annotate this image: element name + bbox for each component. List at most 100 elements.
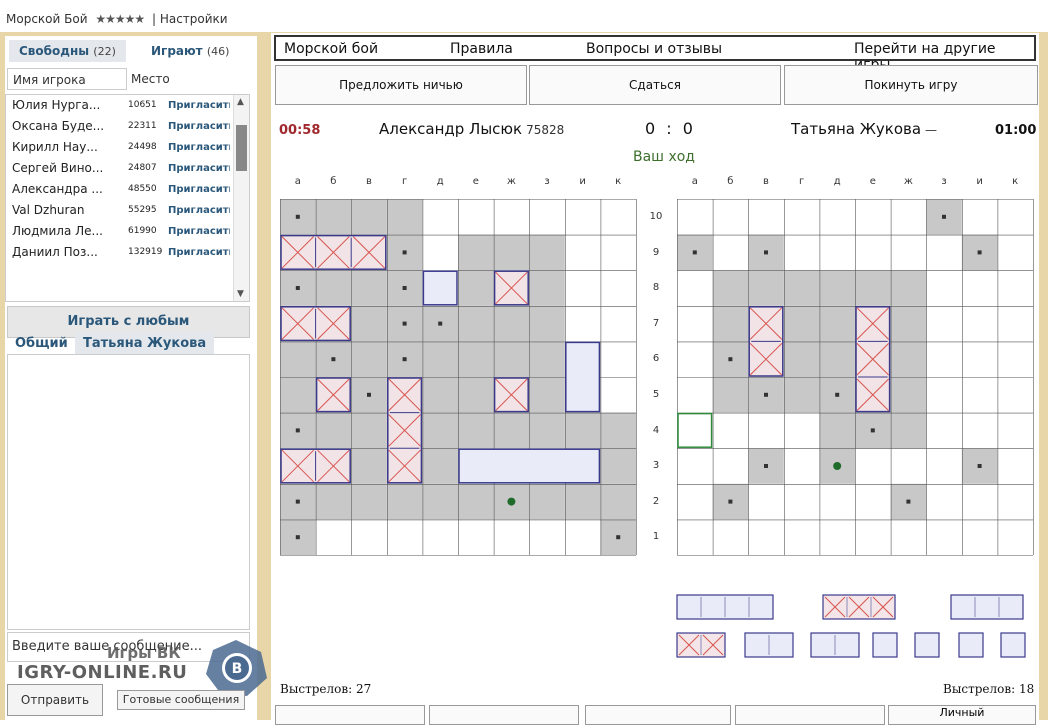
offer-draw-button[interactable]: Предложить ничью [275, 65, 527, 105]
player-name[interactable]: Сергей Вино... [12, 161, 104, 175]
player-tabs: Свободны (22) Играют (46) [5, 36, 257, 64]
bottom-button-3[interactable] [585, 705, 731, 725]
timer-right: 01:00 [995, 123, 1037, 138]
my-shot-cell [351, 305, 387, 342]
bottom-button-2[interactable] [429, 705, 579, 725]
miss-dot [402, 286, 407, 290]
enemy-fleet-status [676, 594, 1026, 658]
nav-title[interactable]: Морской бой [284, 41, 379, 57]
invite-link[interactable]: Пригласить [168, 142, 230, 153]
player-row[interactable]: Сергей Вино... 24807 Пригласить [6, 158, 249, 179]
player-name[interactable]: Юлия Нурга... [12, 98, 101, 112]
place-column-header[interactable]: Место [131, 72, 170, 86]
bottom-button-personal[interactable]: Личный [888, 705, 1036, 725]
invite-link[interactable]: Пригласить [168, 100, 230, 111]
nav-faq[interactable]: Вопросы и отзывы [586, 41, 723, 57]
nav-rules[interactable]: Правила [450, 41, 513, 57]
separator: | [151, 12, 156, 26]
invite-link[interactable]: Пригласить [168, 205, 230, 216]
bottom-button-4[interactable] [735, 705, 885, 725]
hit-cross [856, 343, 889, 376]
invite-link[interactable]: Пригласить [168, 121, 230, 132]
row-label: 1 [652, 531, 660, 543]
my-shot-cell [529, 270, 565, 306]
scroll-thumb[interactable] [236, 125, 247, 171]
settings-link[interactable]: Настройки [159, 12, 228, 26]
tab-chat-private[interactable]: Татьяна Жукова [75, 332, 215, 354]
player-row[interactable]: Даниил Поз... 132919 Пригласить [6, 242, 249, 263]
player-name[interactable]: Людмила Ле... [12, 224, 103, 238]
send-button[interactable]: Отправить [7, 684, 103, 716]
player-row[interactable]: Юлия Нурга... 10651 Пригласить [6, 95, 249, 116]
ship [565, 341, 601, 413]
miss-dot [295, 214, 300, 219]
scroll-down-icon[interactable]: ▼ [237, 289, 244, 299]
fleet-ship [1000, 632, 1026, 658]
game-area: Морской бой Правила Вопросы и отзывы Пер… [271, 33, 1039, 725]
my-shot-cell [458, 234, 494, 271]
player-name[interactable]: Val Dzhuran [12, 203, 85, 217]
tab-free[interactable]: Свободны (22) [9, 40, 126, 62]
column-label: б [330, 176, 337, 187]
tab-chat-general[interactable]: Общий [15, 336, 68, 351]
invite-link[interactable]: Пригласить [168, 247, 230, 258]
ready-messages-button[interactable]: Готовые сообщения [117, 690, 245, 710]
hit-cross [749, 307, 783, 340]
enemy-shot-cell [748, 270, 784, 306]
player-row[interactable]: Александра ... 48550 Пригласить [6, 179, 249, 200]
hit-cross [281, 236, 314, 269]
column-label: в [763, 176, 769, 187]
shots-left: Выстрелов: 27 [280, 682, 372, 696]
invite-link[interactable]: Пригласить [168, 163, 230, 174]
bottom-button-1[interactable] [275, 705, 425, 725]
hit-cross [388, 449, 421, 483]
scroll-up-icon[interactable]: ▲ [237, 97, 244, 107]
player-name[interactable]: Кирилл Нау... [12, 140, 98, 154]
player-row[interactable]: Оксана Буде... 22311 Пригласить [6, 116, 249, 137]
vk-logo-icon: В [206, 640, 267, 696]
enemy-shot-cell [890, 377, 927, 413]
player-row[interactable]: Val Dzhuran 55295 Пригласить [6, 200, 249, 221]
player-name-filter[interactable]: Имя игрока [7, 68, 127, 90]
invite-link[interactable]: Пригласить [168, 226, 230, 237]
player-name[interactable]: Александра ... [12, 182, 103, 196]
my-shot-cell [564, 412, 601, 449]
leave-game-button[interactable]: Покинуть игру [784, 65, 1038, 105]
player-row[interactable]: Кирилл Нау... 24498 Пригласить [6, 137, 249, 158]
enemy-shot-cell [783, 305, 820, 342]
hit-cross [856, 378, 889, 411]
player-right: Татьяна Жукова — [791, 120, 937, 138]
app-title: Морской Бой [6, 12, 88, 26]
my-shot-cell [422, 341, 458, 377]
player-rating: 55295 [128, 205, 157, 215]
hit-cross [281, 307, 314, 340]
player-left: Александр Лысюк 75828 [379, 120, 564, 138]
player-name[interactable]: Даниил Поз... [12, 245, 98, 259]
my-shot-cell [422, 448, 458, 484]
hit-cross [495, 378, 528, 411]
surrender-button[interactable]: Сдаться [529, 65, 781, 105]
hit-cross [352, 236, 386, 269]
my-shot-cell [493, 341, 530, 377]
my-shot-cell [529, 305, 565, 342]
my-shot-cell [458, 341, 494, 377]
player-list-scrollbar[interactable]: ▲ ▼ [233, 95, 249, 301]
column-label: и [579, 176, 586, 187]
invite-link[interactable]: Пригласить [168, 184, 230, 195]
hit-cross [388, 378, 421, 411]
tab-playing[interactable]: Играют (46) [141, 40, 239, 62]
my-shot-cell [458, 377, 494, 413]
enemy-board[interactable] [677, 199, 1035, 557]
my-shot-cell [315, 270, 352, 306]
miss-dot [295, 286, 300, 290]
miss-dot [870, 428, 875, 433]
watermark-text: IGRY-ONLINE.RU [17, 662, 188, 683]
player-right-name: Татьяна Жукова [791, 120, 922, 138]
row-label: 8 [652, 282, 660, 294]
miss-dot [616, 535, 621, 540]
player-name[interactable]: Оксана Буде... [12, 119, 105, 133]
watermark-top: Игры ВК [107, 644, 181, 662]
player-row[interactable]: Людмила Ле... 61990 Пригласить [6, 221, 249, 242]
my-shot-cell [529, 412, 565, 449]
player-left-name: Александр Лысюк [379, 120, 523, 138]
